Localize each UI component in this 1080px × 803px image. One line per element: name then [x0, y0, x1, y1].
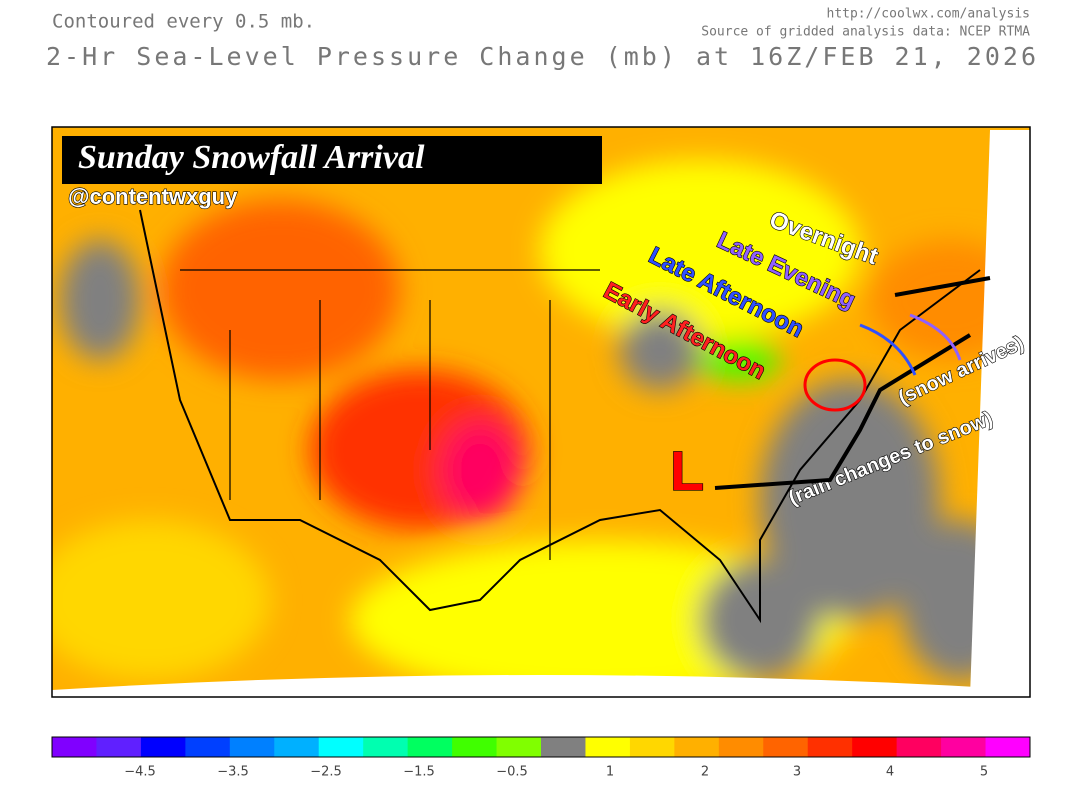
map-frame: [51, 126, 1031, 698]
headline: Sunday Snowfall Arrival: [78, 139, 425, 176]
colorbar-tick-label: 1: [606, 765, 614, 780]
colorbar-swatch: [274, 737, 320, 757]
handle: @contentwxguy: [68, 184, 238, 209]
colorbar-tick-label: 2: [701, 765, 709, 780]
colorbar-swatch: [941, 737, 987, 757]
colorbar-swatch: [852, 737, 898, 757]
colorbar-swatch: [496, 737, 542, 757]
colorbar-swatch: [985, 737, 1031, 757]
colorbar-tick-label: 5: [980, 765, 988, 780]
contour-note: Contoured every 0.5 mb.: [52, 11, 315, 33]
colorbar-tick-label: 3: [793, 765, 801, 780]
colorbar-swatch: [452, 737, 498, 757]
colorbar-swatch: [896, 737, 942, 757]
source-url: http://coolwx.com/analysis: [827, 7, 1031, 22]
colorbar-tick-label: −0.5: [496, 765, 528, 780]
track-arrow: [714, 333, 972, 490]
map-title: 2-Hr Sea-Level Pressure Change (mb) at 1…: [46, 42, 1036, 71]
colorbar-tick-label: 4: [886, 765, 894, 780]
colorbar-swatch: [96, 737, 142, 757]
colorbar-swatch: [763, 737, 809, 757]
colorbar-tick-label: −1.5: [403, 765, 435, 780]
headline-box: [62, 136, 602, 184]
colorbar-tick-label: −3.5: [217, 765, 249, 780]
colorbar-frame: [51, 736, 1031, 758]
colorbar-swatch: [318, 737, 364, 757]
colorbar-swatch: [363, 737, 409, 757]
early-circle: [803, 358, 867, 412]
colorbar-swatch: [718, 737, 764, 757]
map: [52, 127, 1030, 697]
colorbar-tick-label: −2.5: [310, 765, 342, 780]
colorbar-swatch: [541, 737, 586, 757]
colorbar-swatch: [674, 737, 720, 757]
colorbar-swatch: [52, 737, 97, 757]
late-evening-arc: [909, 313, 962, 361]
colorbar: −4.5 −3.5 −2.5 −1.5 −0.5 1 2 3 4 5: [51, 736, 1031, 780]
colorbar-swatch: [807, 737, 853, 757]
colorbar-swatch: [229, 737, 275, 757]
colorbar-swatch: [629, 737, 675, 757]
colorbar-swatch: [407, 737, 453, 757]
colorbar-swatch: [185, 737, 231, 757]
late-afternoon-arc: [859, 323, 917, 376]
overnight-arrow: [894, 276, 991, 297]
colorbar-swatch: [585, 737, 631, 757]
colorbar-tick-label: −4.5: [124, 765, 156, 780]
colorbar-swatch: [140, 737, 186, 757]
source-note: Source of gridded analysis data: NCEP RT…: [701, 25, 1030, 40]
low-symbol: L: [670, 439, 704, 502]
